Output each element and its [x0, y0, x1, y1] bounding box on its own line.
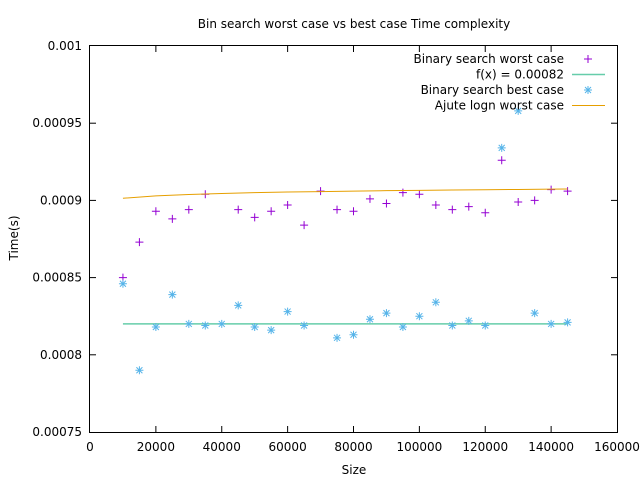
legend-marker — [584, 86, 592, 94]
data-point — [481, 208, 490, 217]
data-point — [530, 309, 539, 318]
data-point — [135, 366, 144, 375]
series-binary-search-worst-case — [118, 156, 572, 282]
data-point — [267, 207, 276, 216]
y-axis: 0.00075 0.0008 0.00085 0.0009 0.00095 0.001 — [32, 39, 617, 439]
data-point — [349, 207, 358, 216]
data-point — [234, 205, 243, 214]
data-point — [283, 307, 292, 316]
data-point — [448, 321, 457, 330]
data-point — [547, 319, 556, 328]
x-axis: 0 20000 40000 60000 80000 100000 120000 140000 1… — [86, 46, 640, 454]
x-tick-label: 0 — [86, 440, 94, 454]
data-point — [250, 213, 259, 222]
x-tick-label: 160000 — [594, 440, 640, 454]
data-point — [415, 312, 424, 321]
y-axis-label: Time(s) — [7, 216, 21, 262]
data-point — [151, 207, 160, 216]
data-point — [118, 279, 127, 288]
data-point — [448, 205, 457, 214]
data-point — [563, 318, 572, 327]
data-point — [398, 323, 407, 332]
data-point — [267, 326, 276, 335]
data-point — [497, 143, 506, 152]
data-point — [514, 197, 523, 206]
x-tick-label: 80000 — [334, 440, 372, 454]
data-point — [398, 188, 407, 197]
x-tick-label: 20000 — [137, 440, 175, 454]
data-point — [333, 333, 342, 342]
data-point — [382, 309, 391, 318]
legend: Binary search worst case f(x) = 0.00082Bi… — [414, 52, 605, 113]
series-layer — [118, 106, 572, 375]
data-point — [300, 221, 309, 230]
x-tick-label: 140000 — [528, 440, 574, 454]
data-point — [283, 201, 292, 210]
data-point — [349, 330, 358, 339]
legend-marker — [584, 55, 592, 63]
data-point — [184, 205, 193, 214]
x-tick-label: 100000 — [396, 440, 442, 454]
data-point — [151, 323, 160, 332]
x-axis-label: Size — [342, 463, 367, 477]
data-point — [530, 196, 539, 205]
y-tick-label: 0.0008 — [40, 348, 82, 362]
y-tick-label: 0.00075 — [32, 425, 82, 439]
x-tick-label: 60000 — [269, 440, 307, 454]
data-point — [300, 321, 309, 330]
data-point — [217, 319, 226, 328]
legend-label: Binary search worst case — [414, 52, 565, 66]
data-point — [514, 106, 523, 115]
data-point — [365, 315, 374, 324]
data-point — [382, 199, 391, 208]
data-point — [135, 238, 144, 247]
x-tick-label: 40000 — [203, 440, 241, 454]
data-point — [234, 301, 243, 310]
data-point — [168, 290, 177, 299]
data-point — [365, 194, 374, 203]
chart-title: Bin search worst case vs best case Time … — [198, 17, 510, 31]
series-ajute-logn-worst-case — [122, 188, 568, 199]
data-point — [415, 190, 424, 199]
y-tick-label: 0.0009 — [40, 193, 82, 207]
data-point — [184, 319, 193, 328]
y-tick-label: 0.00095 — [32, 116, 82, 130]
series-binary-search-best-case — [118, 106, 572, 375]
data-point — [168, 214, 177, 223]
data-point — [250, 323, 259, 332]
plot-frame — [89, 45, 618, 433]
data-point — [431, 298, 440, 307]
series-line — [122, 188, 568, 199]
y-tick-label: 0.00085 — [32, 271, 82, 285]
data-point — [497, 156, 506, 165]
data-point — [464, 316, 473, 325]
data-point — [481, 321, 490, 330]
data-point — [563, 187, 572, 196]
data-point — [201, 321, 210, 330]
data-point — [333, 205, 342, 214]
data-point — [464, 202, 473, 211]
legend-label: Ajute logn worst case — [435, 99, 564, 113]
x-tick-label: 120000 — [462, 440, 508, 454]
legend-label: Binary search best case — [421, 83, 564, 97]
legend-label: f(x) = 0.00082 — [476, 68, 564, 82]
y-tick-label: 0.001 — [48, 39, 82, 53]
data-point — [431, 201, 440, 210]
